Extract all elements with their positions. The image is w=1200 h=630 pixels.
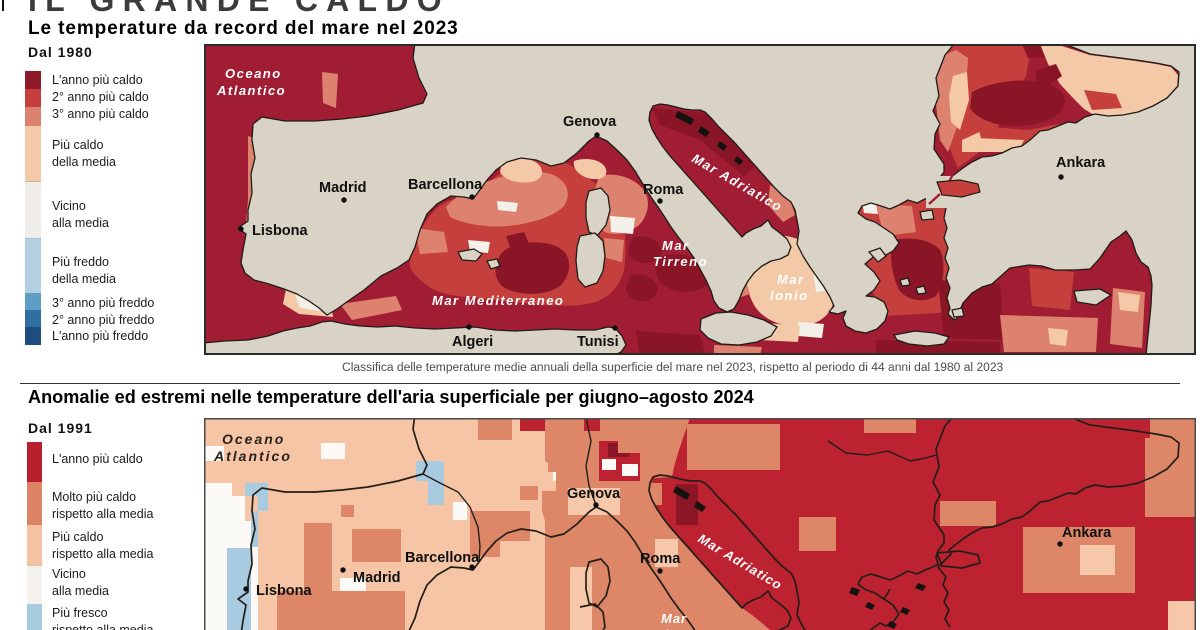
svg-text:Roma: Roma — [643, 182, 684, 198]
svg-text:Lisbona: Lisbona — [256, 583, 313, 599]
svg-text:Genova: Genova — [563, 114, 617, 130]
svg-text:Mar: Mar — [662, 238, 690, 253]
svg-text:Madrid: Madrid — [319, 180, 367, 196]
svg-text:Tirreno: Tirreno — [656, 627, 708, 630]
svg-text:Mar: Mar — [661, 611, 687, 626]
svg-text:Mar: Mar — [777, 272, 805, 287]
svg-text:Algeri: Algeri — [452, 334, 493, 350]
svg-text:Genova: Genova — [567, 486, 621, 502]
svg-text:Tunisi: Tunisi — [577, 334, 619, 350]
svg-text:Atlantico: Atlantico — [213, 448, 292, 464]
svg-text:Tirreno: Tirreno — [653, 254, 708, 269]
svg-text:Barcellona: Barcellona — [408, 177, 483, 193]
svg-text:Lisbona: Lisbona — [252, 223, 309, 239]
svg-text:Barcellona: Barcellona — [405, 550, 480, 566]
svg-text:Madrid: Madrid — [353, 570, 401, 586]
svg-text:Ankara: Ankara — [1056, 155, 1106, 171]
svg-text:Oceano: Oceano — [225, 66, 282, 81]
svg-text:Atlantico: Atlantico — [216, 83, 286, 98]
svg-text:Roma: Roma — [640, 551, 681, 567]
svg-text:Oceano: Oceano — [222, 431, 285, 447]
svg-text:Mar Mediterraneo: Mar Mediterraneo — [432, 293, 564, 308]
svg-text:Ankara: Ankara — [1062, 525, 1112, 541]
svg-text:Ionio: Ionio — [770, 288, 809, 303]
